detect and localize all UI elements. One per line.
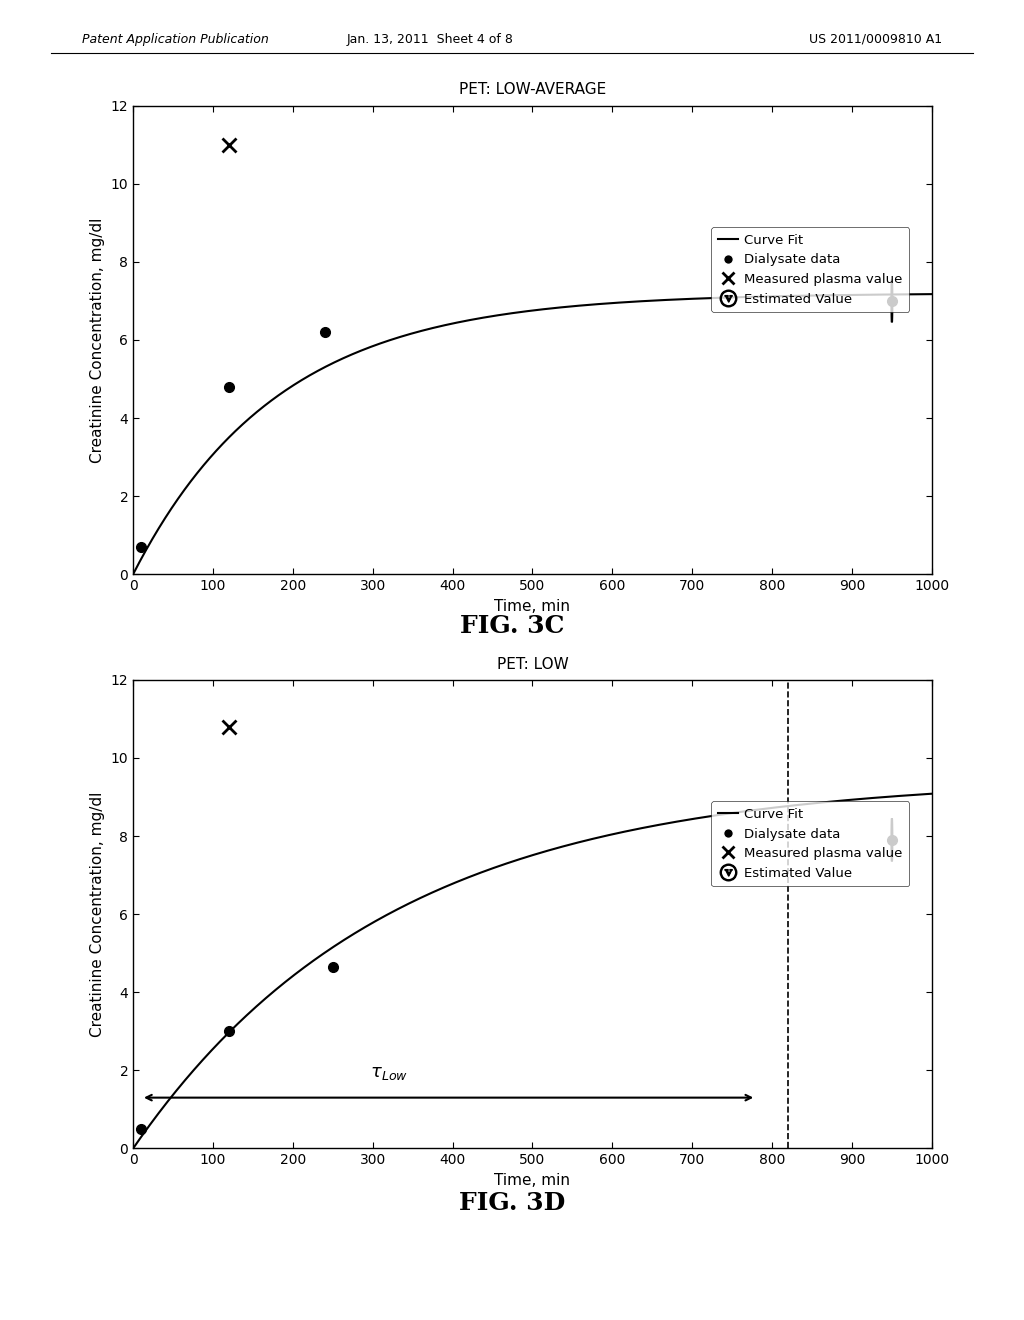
Dialysate data xyxy=(327,958,339,974)
Curve Fit xyxy=(926,785,938,801)
X-axis label: Time, min: Time, min xyxy=(495,598,570,614)
Curve Fit xyxy=(750,289,762,305)
Title: PET: LOW-AVERAGE: PET: LOW-AVERAGE xyxy=(459,82,606,98)
Line: Curve Fit: Curve Fit xyxy=(133,793,932,1148)
Curve Fit xyxy=(750,803,762,818)
Curve Fit xyxy=(479,863,492,879)
Text: FIG. 3D: FIG. 3D xyxy=(459,1191,565,1214)
Dialysate data xyxy=(223,379,236,395)
Curve Fit xyxy=(450,315,462,331)
Text: US 2011/0009810 A1: US 2011/0009810 A1 xyxy=(809,33,942,46)
Curve Fit xyxy=(209,1039,221,1055)
X-axis label: Time, min: Time, min xyxy=(495,1172,570,1188)
Line: Dialysate data: Dialysate data xyxy=(136,962,338,1134)
Title: PET: LOW: PET: LOW xyxy=(497,656,568,672)
Curve Fit xyxy=(209,445,221,461)
Curve Fit xyxy=(926,286,938,302)
Y-axis label: Creatinine Concentration, mg/dl: Creatinine Concentration, mg/dl xyxy=(90,218,105,462)
Line: Dialysate data: Dialysate data xyxy=(136,327,330,552)
Dialysate data xyxy=(135,1121,147,1137)
Curve Fit xyxy=(764,800,776,816)
Curve Fit xyxy=(676,813,688,829)
Text: $\tau$$_{Low}$: $\tau$$_{Low}$ xyxy=(370,1064,408,1082)
Curve Fit xyxy=(676,292,688,308)
Curve Fit xyxy=(450,874,462,890)
Text: Jan. 13, 2011  Sheet 4 of 8: Jan. 13, 2011 Sheet 4 of 8 xyxy=(347,33,513,46)
Curve Fit xyxy=(127,566,139,582)
Y-axis label: Creatinine Concentration, mg/dl: Creatinine Concentration, mg/dl xyxy=(90,792,105,1036)
Legend: Curve Fit, Dialysate data, Measured plasma value, Estimated Value: Curve Fit, Dialysate data, Measured plas… xyxy=(712,801,909,886)
Curve Fit xyxy=(127,1140,139,1156)
Line: Curve Fit: Curve Fit xyxy=(133,294,932,574)
Dialysate data xyxy=(223,1023,236,1039)
Text: FIG. 3C: FIG. 3C xyxy=(460,614,564,638)
Curve Fit xyxy=(764,289,776,305)
Text: Patent Application Publication: Patent Application Publication xyxy=(82,33,268,46)
Dialysate data xyxy=(135,539,147,554)
Legend: Curve Fit, Dialysate data, Measured plasma value, Estimated Value: Curve Fit, Dialysate data, Measured plas… xyxy=(712,227,909,312)
Dialysate data xyxy=(318,325,331,341)
Curve Fit xyxy=(479,309,492,325)
